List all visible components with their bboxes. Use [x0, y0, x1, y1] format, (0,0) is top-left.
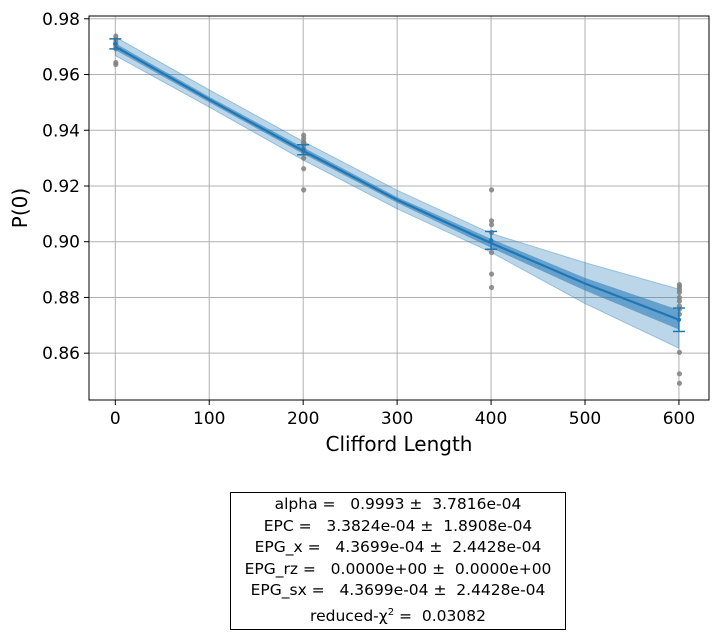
raw-data-point: [676, 349, 683, 355]
rb-decay-chart: 0 100 200 300 400 500 600 0.86 0.88 0.90 0.92 0.94 0…: [8, 10, 710, 456]
mean-errorbars: [109, 38, 685, 333]
chi-exponent: 2: [387, 606, 395, 618]
y-tick-label: 0.94: [42, 121, 80, 141]
inner-confidence-band: [115, 43, 679, 330]
mean-data-point: [488, 238, 494, 243]
raw-data-point: [488, 249, 495, 256]
raw-data-point: [301, 187, 307, 193]
raw-data-point: [488, 218, 495, 224]
y-tick-label: 0.86: [42, 344, 80, 364]
y-tick-label: 0.90: [42, 233, 80, 253]
mean-data-point: [676, 317, 682, 322]
raw-data-point: [301, 155, 307, 161]
grid: [89, 16, 709, 400]
x-tick-label: 500: [569, 409, 601, 429]
x-tick-label: 300: [381, 409, 413, 429]
x-tick-label: 600: [663, 409, 695, 429]
raw-data-point: [488, 187, 495, 193]
raw-data-point: [488, 284, 495, 291]
y-tick-label: 0.88: [42, 288, 80, 308]
mean-data-point: [113, 41, 118, 47]
raw-data-point: [676, 294, 683, 301]
x-tick-label: 0: [110, 409, 121, 429]
fit-curve-layer: [114, 45, 680, 321]
fit-line-alpha: alpha = 0.9993 ± 3.7816e-04: [274, 495, 522, 514]
fit-line-epc: EPC = 3.3824e-04 ± 1.8908e-04: [263, 516, 533, 535]
fit-line-epg-sx: EPG_sx = 4.3699e-04 ± 2.4428e-04: [250, 581, 546, 600]
fit-report-box: alpha = 0.9993 ± 3.7816e-04 EPC = 3.3824…: [230, 492, 566, 630]
raw-data-point: [676, 380, 683, 386]
outer-confidence-band: [114, 36, 680, 349]
y-tick-label: 0.98: [42, 10, 80, 30]
x-tick-label: 100: [193, 409, 225, 429]
x-tick-label: 200: [287, 409, 319, 429]
fit-line-epg-x: EPG_x = 4.3699e-04 ± 2.4428e-04: [254, 538, 542, 557]
chi-label: reduced-χ: [310, 607, 388, 626]
raw-data-point: [676, 289, 683, 296]
raw-data-point: [488, 271, 495, 277]
y-tick-label: 0.96: [42, 66, 80, 86]
raw-data-point: [676, 371, 683, 377]
raw-data-point: [488, 222, 495, 228]
raw-data-point: [113, 61, 119, 68]
ticks: 0 100 200 300 400 500 600 0.86 0.88 0.90 0.92 0.94 0…: [42, 10, 695, 429]
fit-curve: [114, 45, 680, 321]
plot-frame: [88, 15, 710, 401]
mean-data-point: [300, 147, 306, 152]
x-tick-label: 400: [475, 409, 507, 429]
fit-line-epg-rz: EPG_rz = 0.0000e+00 ± 0.0000e+00: [244, 559, 552, 578]
y-axis-label: P(0): [8, 188, 32, 228]
raw-data-point: [301, 166, 307, 172]
x-axis-label: Clifford Length: [325, 432, 472, 456]
fit-line-reduced-chi: reduced-χ2 = 0.03082: [310, 602, 486, 628]
confidence-bands: [114, 36, 680, 349]
raw-data-point: [676, 298, 683, 304]
y-tick-label: 0.92: [42, 177, 80, 197]
chi-value: = 0.03082: [394, 607, 486, 626]
